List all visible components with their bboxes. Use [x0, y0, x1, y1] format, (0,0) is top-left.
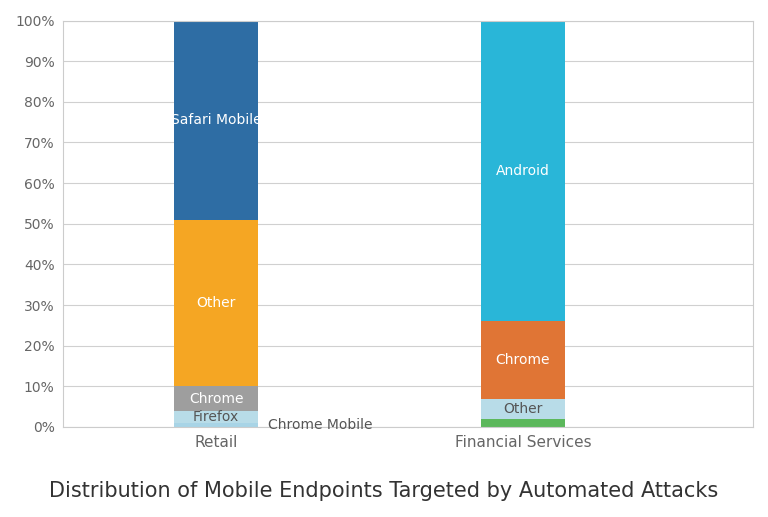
Bar	[481, 419, 565, 427]
Bar	[174, 423, 258, 427]
Text: Chrome: Chrome	[189, 391, 243, 405]
Text: Safari Mobile: Safari Mobile	[171, 113, 262, 127]
Text: Distribution of Mobile Endpoints Targeted by Automated Attacks: Distribution of Mobile Endpoints Targete…	[49, 481, 719, 501]
Bar	[174, 386, 258, 410]
Bar	[481, 321, 565, 399]
Bar	[481, 399, 565, 419]
Text: Chrome Mobile: Chrome Mobile	[267, 418, 372, 432]
Text: Other: Other	[197, 296, 236, 310]
Text: Android: Android	[496, 164, 550, 178]
Text: Chrome: Chrome	[495, 353, 550, 367]
Bar	[174, 21, 258, 220]
Bar	[481, 21, 565, 321]
Text: Other: Other	[503, 402, 543, 416]
Bar	[174, 220, 258, 386]
Bar	[174, 410, 258, 423]
Text: Firefox: Firefox	[193, 410, 240, 424]
